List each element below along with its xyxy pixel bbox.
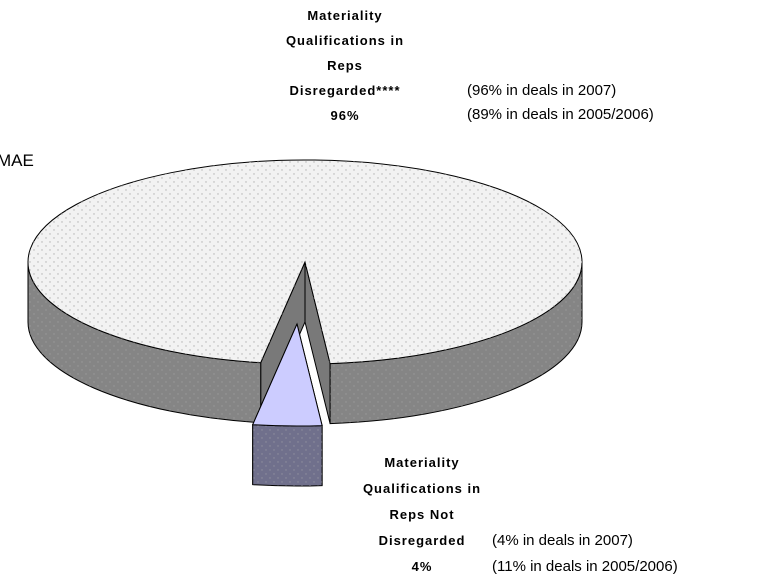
category-label: Materiality Qualifications in Reps Not D… [362,455,482,548]
slice-texture [252,424,323,487]
value-label: 4% [411,559,433,574]
slice-label: Materiality Qualifications in Reps Not D… [347,450,497,580]
slice-texture [330,262,582,424]
slice-texture [28,262,261,423]
slice-top [251,322,323,427]
slice-label: Materiality Qualifications in Reps Disre… [270,3,420,128]
annotation: (11% in deals in 2005/2006) [492,558,678,575]
annotation: (96% in deals in 2007) [467,82,617,99]
annotation: MAE [0,151,34,170]
value-label: 96% [330,108,360,123]
annotation: (89% in deals in 2005/2006) [467,106,654,123]
category-label: Materiality Qualifications in Reps Disre… [285,8,405,98]
annotation: (4% in deals in 2007) [492,532,633,549]
slice-texture [27,160,582,364]
